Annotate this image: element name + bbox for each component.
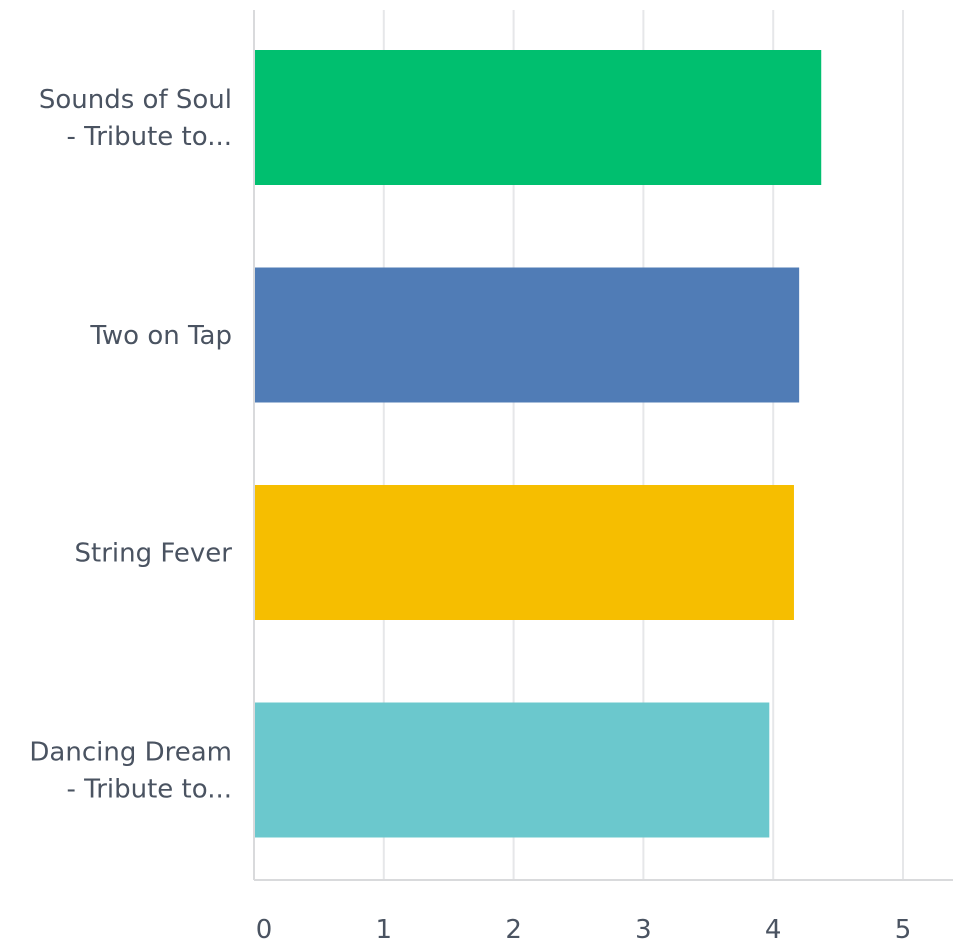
category-labels: Sounds of Soul - Tribute to... Two on Tap S… <box>29 85 232 805</box>
x-tick-labels: 0 1 2 3 4 5 <box>256 915 912 942</box>
bars <box>254 50 822 838</box>
category-label-2: Two on Tap <box>89 321 232 351</box>
category-label-3: String Fever <box>75 539 233 569</box>
x-tick-label-3: 3 <box>635 915 652 942</box>
axes <box>253 10 953 881</box>
x-tick-label-1: 1 <box>376 915 393 942</box>
bar-2[interactable] <box>254 267 800 403</box>
category-label-4: Dancing Dream - Tribute to... <box>29 738 232 805</box>
x-tick-label-5: 5 <box>895 915 912 942</box>
bar-4[interactable] <box>254 702 770 838</box>
category-label-1: Sounds of Soul - Tribute to... <box>39 85 232 152</box>
bar-3[interactable] <box>254 485 794 620</box>
x-tick-label-2: 2 <box>505 915 522 942</box>
bar-1[interactable] <box>254 50 822 185</box>
x-tick-label-0: 0 <box>256 915 273 942</box>
x-tick-label-4: 4 <box>765 915 782 942</box>
